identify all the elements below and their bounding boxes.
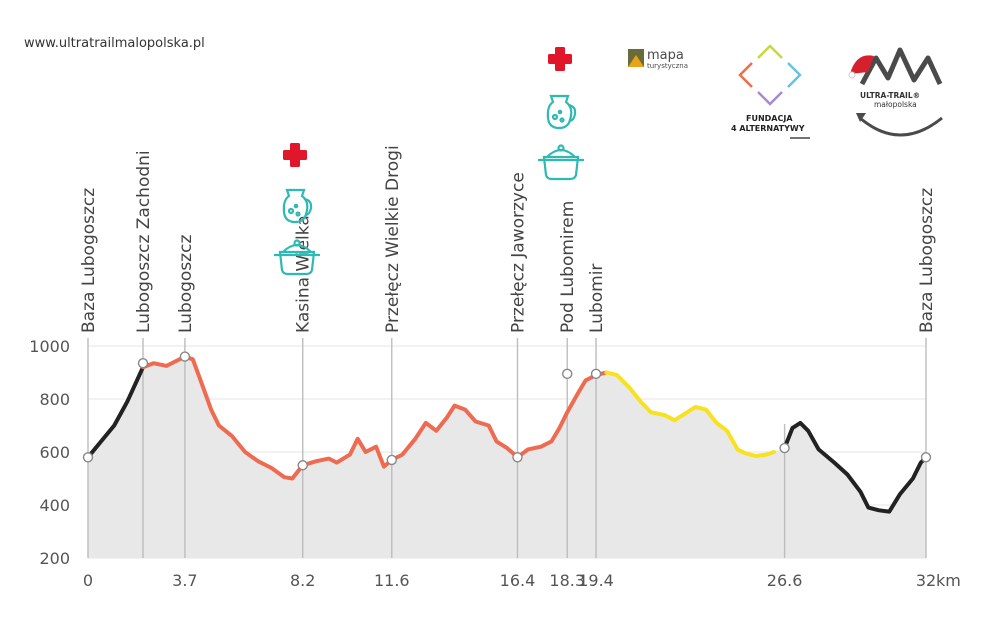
x-tick-label: 19.4 <box>578 571 614 590</box>
fundacja-logo-line1: FUNDACJA <box>746 114 793 123</box>
fundacja-logo-line2: 4 ALTERNATYWY <box>731 124 805 133</box>
aid-station-icons-1 <box>274 143 320 276</box>
aid-station-icons-2 <box>538 47 584 181</box>
waypoint-label: Lubogoszcz Zachodni <box>134 150 154 333</box>
mapa-logo-subtext: turystyczna <box>647 62 688 70</box>
y-axis-ticks: 200 400 600 800 1000 <box>29 337 70 568</box>
x-tick-label: 8.2 <box>290 571 315 590</box>
waypoint-marker <box>82 452 94 463</box>
cooking-pot-icon <box>274 239 320 276</box>
y-tick-label: 800 <box>39 390 70 409</box>
first-aid-cross-icon <box>548 47 572 71</box>
waypoint-marker <box>779 442 790 454</box>
waypoint-marker <box>590 368 602 380</box>
waypoint-marker <box>562 368 573 380</box>
waypoint-label: Przełęcz Wielkie Drogi <box>383 145 403 333</box>
y-tick-label: 200 <box>39 549 70 568</box>
waypoint-label: Baza Lubogoszcz <box>917 188 937 333</box>
waypoint-label: Lubomir <box>587 264 607 333</box>
fundacja-4-alternatywy-logo: FUNDACJA 4 ALTERNATYWY <box>731 44 810 139</box>
ultra-trail-logo-text: ULTRA-TRAIL® <box>860 91 920 100</box>
elevation-area-fill <box>88 356 926 558</box>
mapa-logo-text: mapa <box>647 48 684 63</box>
water-jug-icon <box>282 188 313 224</box>
profile-segment-black <box>86 365 145 460</box>
ultra-trail-malopolska-logo: ULTRA-TRAIL® małopolska <box>848 47 943 137</box>
waypoint-label: Lubogoszcz <box>176 235 196 333</box>
elevation-area <box>88 356 926 558</box>
mapa-turystyczna-logo: mapa turystyczna <box>628 48 688 70</box>
x-tick-label: 3.7 <box>172 571 197 590</box>
waypoint-marker <box>137 358 149 369</box>
waypoint-markers <box>82 351 932 471</box>
waypoint-label: Baza Lubogoszcz <box>79 188 99 333</box>
y-tick-label: 400 <box>39 496 70 515</box>
x-tick-label: 16.4 <box>500 571 536 590</box>
waypoint-labels: Baza Lubogoszcz Lubogoszcz Zachodni Lubogo… <box>79 145 937 333</box>
y-tick-label: 600 <box>39 443 70 462</box>
water-jug-icon <box>546 94 577 130</box>
waypoint-marker <box>920 452 932 463</box>
cooking-pot-icon <box>538 144 584 181</box>
waypoint-marker <box>179 351 191 362</box>
waypoint-marker <box>297 460 308 471</box>
x-tick-label: 11.6 <box>374 571 410 590</box>
x-tick-label: 0 <box>83 571 93 590</box>
profile-segment-black <box>782 420 928 514</box>
waypoint-marker <box>512 452 523 463</box>
first-aid-cross-icon <box>283 143 307 167</box>
x-axis-unit: km <box>936 571 961 590</box>
profile-segment-red <box>141 354 598 481</box>
x-tick-label: 26.6 <box>767 571 803 590</box>
waypoint-label: Przełęcz Jaworzyce <box>508 172 528 333</box>
website-url: www.ultratrailmalopolska.pl <box>24 36 205 51</box>
y-tick-label: 1000 <box>29 337 70 356</box>
elevation-line <box>86 354 928 514</box>
x-tick-label: 18.3 <box>549 571 585 590</box>
profile-segment-yellow <box>604 370 777 458</box>
x-tick-label: 32 <box>916 571 936 590</box>
waypoint-label: Pod Lubomirem <box>558 201 578 333</box>
x-axis-ticks: 0 3.7 8.2 11.6 16.4 18.319.4 26.6 32 <box>83 571 936 590</box>
ultra-trail-logo-subtext: małopolska <box>874 100 917 109</box>
waypoint-marker <box>386 454 397 466</box>
